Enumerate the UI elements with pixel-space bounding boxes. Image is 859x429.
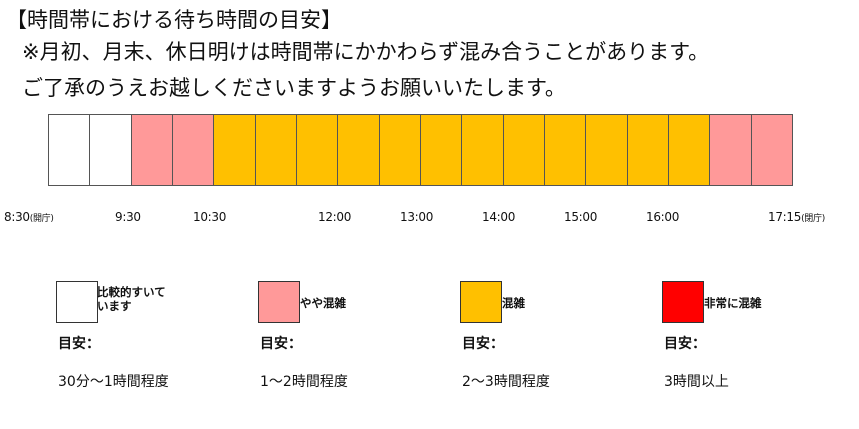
timeline-segment-slightly bbox=[751, 115, 792, 185]
timeline-segment-crowded bbox=[379, 115, 421, 185]
timeline-segment-slightly bbox=[172, 115, 215, 185]
legend-swatch-empty bbox=[56, 281, 98, 323]
timeline-segment-crowded bbox=[338, 115, 380, 185]
legend-swatch-crowded bbox=[460, 281, 502, 323]
tick-label: 13:00 bbox=[400, 210, 434, 224]
legend-meyasu: 目安： bbox=[462, 336, 504, 352]
timeline-segment-crowded bbox=[462, 115, 504, 185]
tick-label: 15:00 bbox=[564, 210, 598, 224]
legend-range: 2～3時間程度 bbox=[462, 374, 550, 390]
notice-line-1: ※月初、月末、休日明けは時間帯にかかわらず混み合うことがあります。 bbox=[22, 40, 710, 64]
legend-swatch-very-crowded bbox=[662, 281, 704, 323]
legend-range: 1～2時間程度 bbox=[260, 374, 348, 390]
timeline-segment-empty bbox=[90, 115, 132, 185]
timeline-segment-crowded bbox=[214, 115, 256, 185]
tick-label: 16:00 bbox=[646, 210, 680, 224]
timeline-segment-slightly bbox=[131, 115, 173, 185]
timeline-segment-crowded bbox=[296, 115, 339, 185]
congestion-timeline-bar bbox=[48, 114, 793, 186]
tick-label: 12:00 bbox=[318, 210, 352, 224]
legend-meyasu: 目安： bbox=[664, 336, 706, 352]
timeline-segment-crowded bbox=[544, 115, 587, 185]
legend-swatch-slightly bbox=[258, 281, 300, 323]
timeline-segment-crowded bbox=[420, 115, 463, 185]
timeline-segment-crowded bbox=[586, 115, 628, 185]
legend-label: 比較的すいて います bbox=[97, 285, 166, 313]
legend-label: やや混雑 bbox=[300, 296, 346, 310]
legend-meyasu: 目安： bbox=[260, 336, 302, 352]
tick-label: 10:30 bbox=[193, 210, 227, 224]
legend-label: 混雑 bbox=[502, 296, 525, 310]
timeline-segment-slightly bbox=[710, 115, 752, 185]
page-title: 【時間帯における待ち時間の目安】 bbox=[6, 8, 342, 32]
timeline-segment-crowded bbox=[627, 115, 669, 185]
notice-line-2: ご了承のうえお越しくださいますようお願いいたします。 bbox=[22, 76, 566, 100]
legend-range: 3時間以上 bbox=[664, 374, 729, 390]
legend-label: 非常に混雑 bbox=[704, 296, 762, 310]
tick-label: 14:00 bbox=[482, 210, 516, 224]
tick-label: 8:30(開庁) bbox=[4, 210, 54, 224]
tick-label: 17:15(閉庁) bbox=[768, 210, 825, 224]
legend-range: 30分～1時間程度 bbox=[58, 374, 169, 390]
tick-label: 9:30 bbox=[115, 210, 141, 224]
timeline-segment-crowded bbox=[255, 115, 297, 185]
timeline-segment-crowded bbox=[503, 115, 545, 185]
timeline-segment-crowded bbox=[668, 115, 711, 185]
timeline-segment-empty bbox=[49, 115, 91, 185]
legend-meyasu: 目安： bbox=[58, 336, 100, 352]
